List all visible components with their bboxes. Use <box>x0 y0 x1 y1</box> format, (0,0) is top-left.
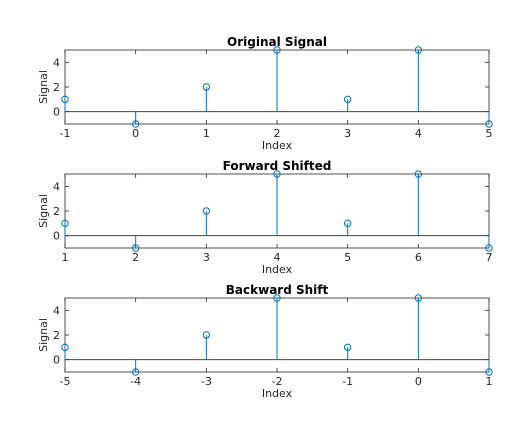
x-tick-label: -4 <box>130 375 141 388</box>
stem-marker <box>61 343 69 352</box>
x-axis-label: Index <box>262 139 293 152</box>
x-tick-label: 2 <box>274 127 281 140</box>
y-tick-label: 4 <box>53 180 60 193</box>
y-tick-label: 2 <box>53 329 60 342</box>
x-tick-label: 3 <box>203 251 210 264</box>
y-axis-label: Signal <box>37 70 50 104</box>
y-tick-label: 2 <box>53 81 60 94</box>
y-tick-label: 4 <box>53 304 60 317</box>
stem-marker <box>202 83 211 91</box>
x-tick-label: 0 <box>132 127 139 140</box>
stem-marker <box>131 244 140 252</box>
y-tick-label: 4 <box>53 56 60 69</box>
stem-marker <box>414 170 423 178</box>
stem-marker <box>273 294 281 302</box>
y-axis-label: Signal <box>37 194 50 228</box>
y-axis-label: Signal <box>37 318 50 352</box>
y-tick-label: 0 <box>53 230 60 243</box>
x-tick-label: -1 <box>342 375 353 388</box>
x-axis-label: Index <box>262 263 293 276</box>
stem-marker <box>343 219 352 228</box>
x-tick-label: 7 <box>486 251 493 264</box>
x-tick-label: 6 <box>415 251 422 264</box>
stem-marker <box>61 95 69 104</box>
stem-marker <box>414 294 423 302</box>
x-axis-label: Index <box>262 387 293 400</box>
stem-marker <box>343 95 352 104</box>
stem-marker <box>202 331 211 339</box>
chart-title: Backward Shift <box>226 283 329 297</box>
y-tick-label: 0 <box>53 354 60 367</box>
y-tick-label: 0 <box>53 106 60 119</box>
x-tick-label: 0 <box>415 375 422 388</box>
x-tick-label: 4 <box>415 127 422 140</box>
x-tick-label: 3 <box>344 127 351 140</box>
subplot-3: -5 -4 -3 -2 -1 0 1 0 2 4 Backward Shift Index Signal <box>37 283 493 400</box>
y-tick-label: 2 <box>53 205 60 218</box>
x-tick-label: -5 <box>60 375 71 388</box>
stem-marker <box>343 343 352 352</box>
stem-marker <box>485 244 493 252</box>
x-tick-label: 1 <box>62 251 69 264</box>
stem-marker <box>273 46 281 54</box>
stem-marker <box>61 219 69 228</box>
x-tick-label: 5 <box>344 251 351 264</box>
x-tick-label: 1 <box>203 127 210 140</box>
stem-marker <box>202 207 211 215</box>
stem-marker <box>131 120 140 128</box>
stem-marker <box>485 120 493 128</box>
stem-marker <box>485 368 493 376</box>
x-tick-label: -2 <box>272 375 283 388</box>
x-tick-label: 4 <box>274 251 281 264</box>
chart-title: Forward Shifted <box>223 159 332 173</box>
stem-marker <box>131 368 140 376</box>
x-tick-label: -3 <box>201 375 212 388</box>
subplot-2: 1 2 3 4 5 6 7 0 2 4 Forward Shifted Index Signal <box>37 159 493 276</box>
stem-marker <box>273 170 281 178</box>
x-tick-label: 1 <box>486 375 493 388</box>
stem-marker <box>414 46 423 54</box>
chart-title: Original Signal <box>227 35 327 49</box>
x-tick-label: 5 <box>486 127 493 140</box>
x-tick-label: 2 <box>132 251 139 264</box>
x-tick-label: -1 <box>60 127 71 140</box>
